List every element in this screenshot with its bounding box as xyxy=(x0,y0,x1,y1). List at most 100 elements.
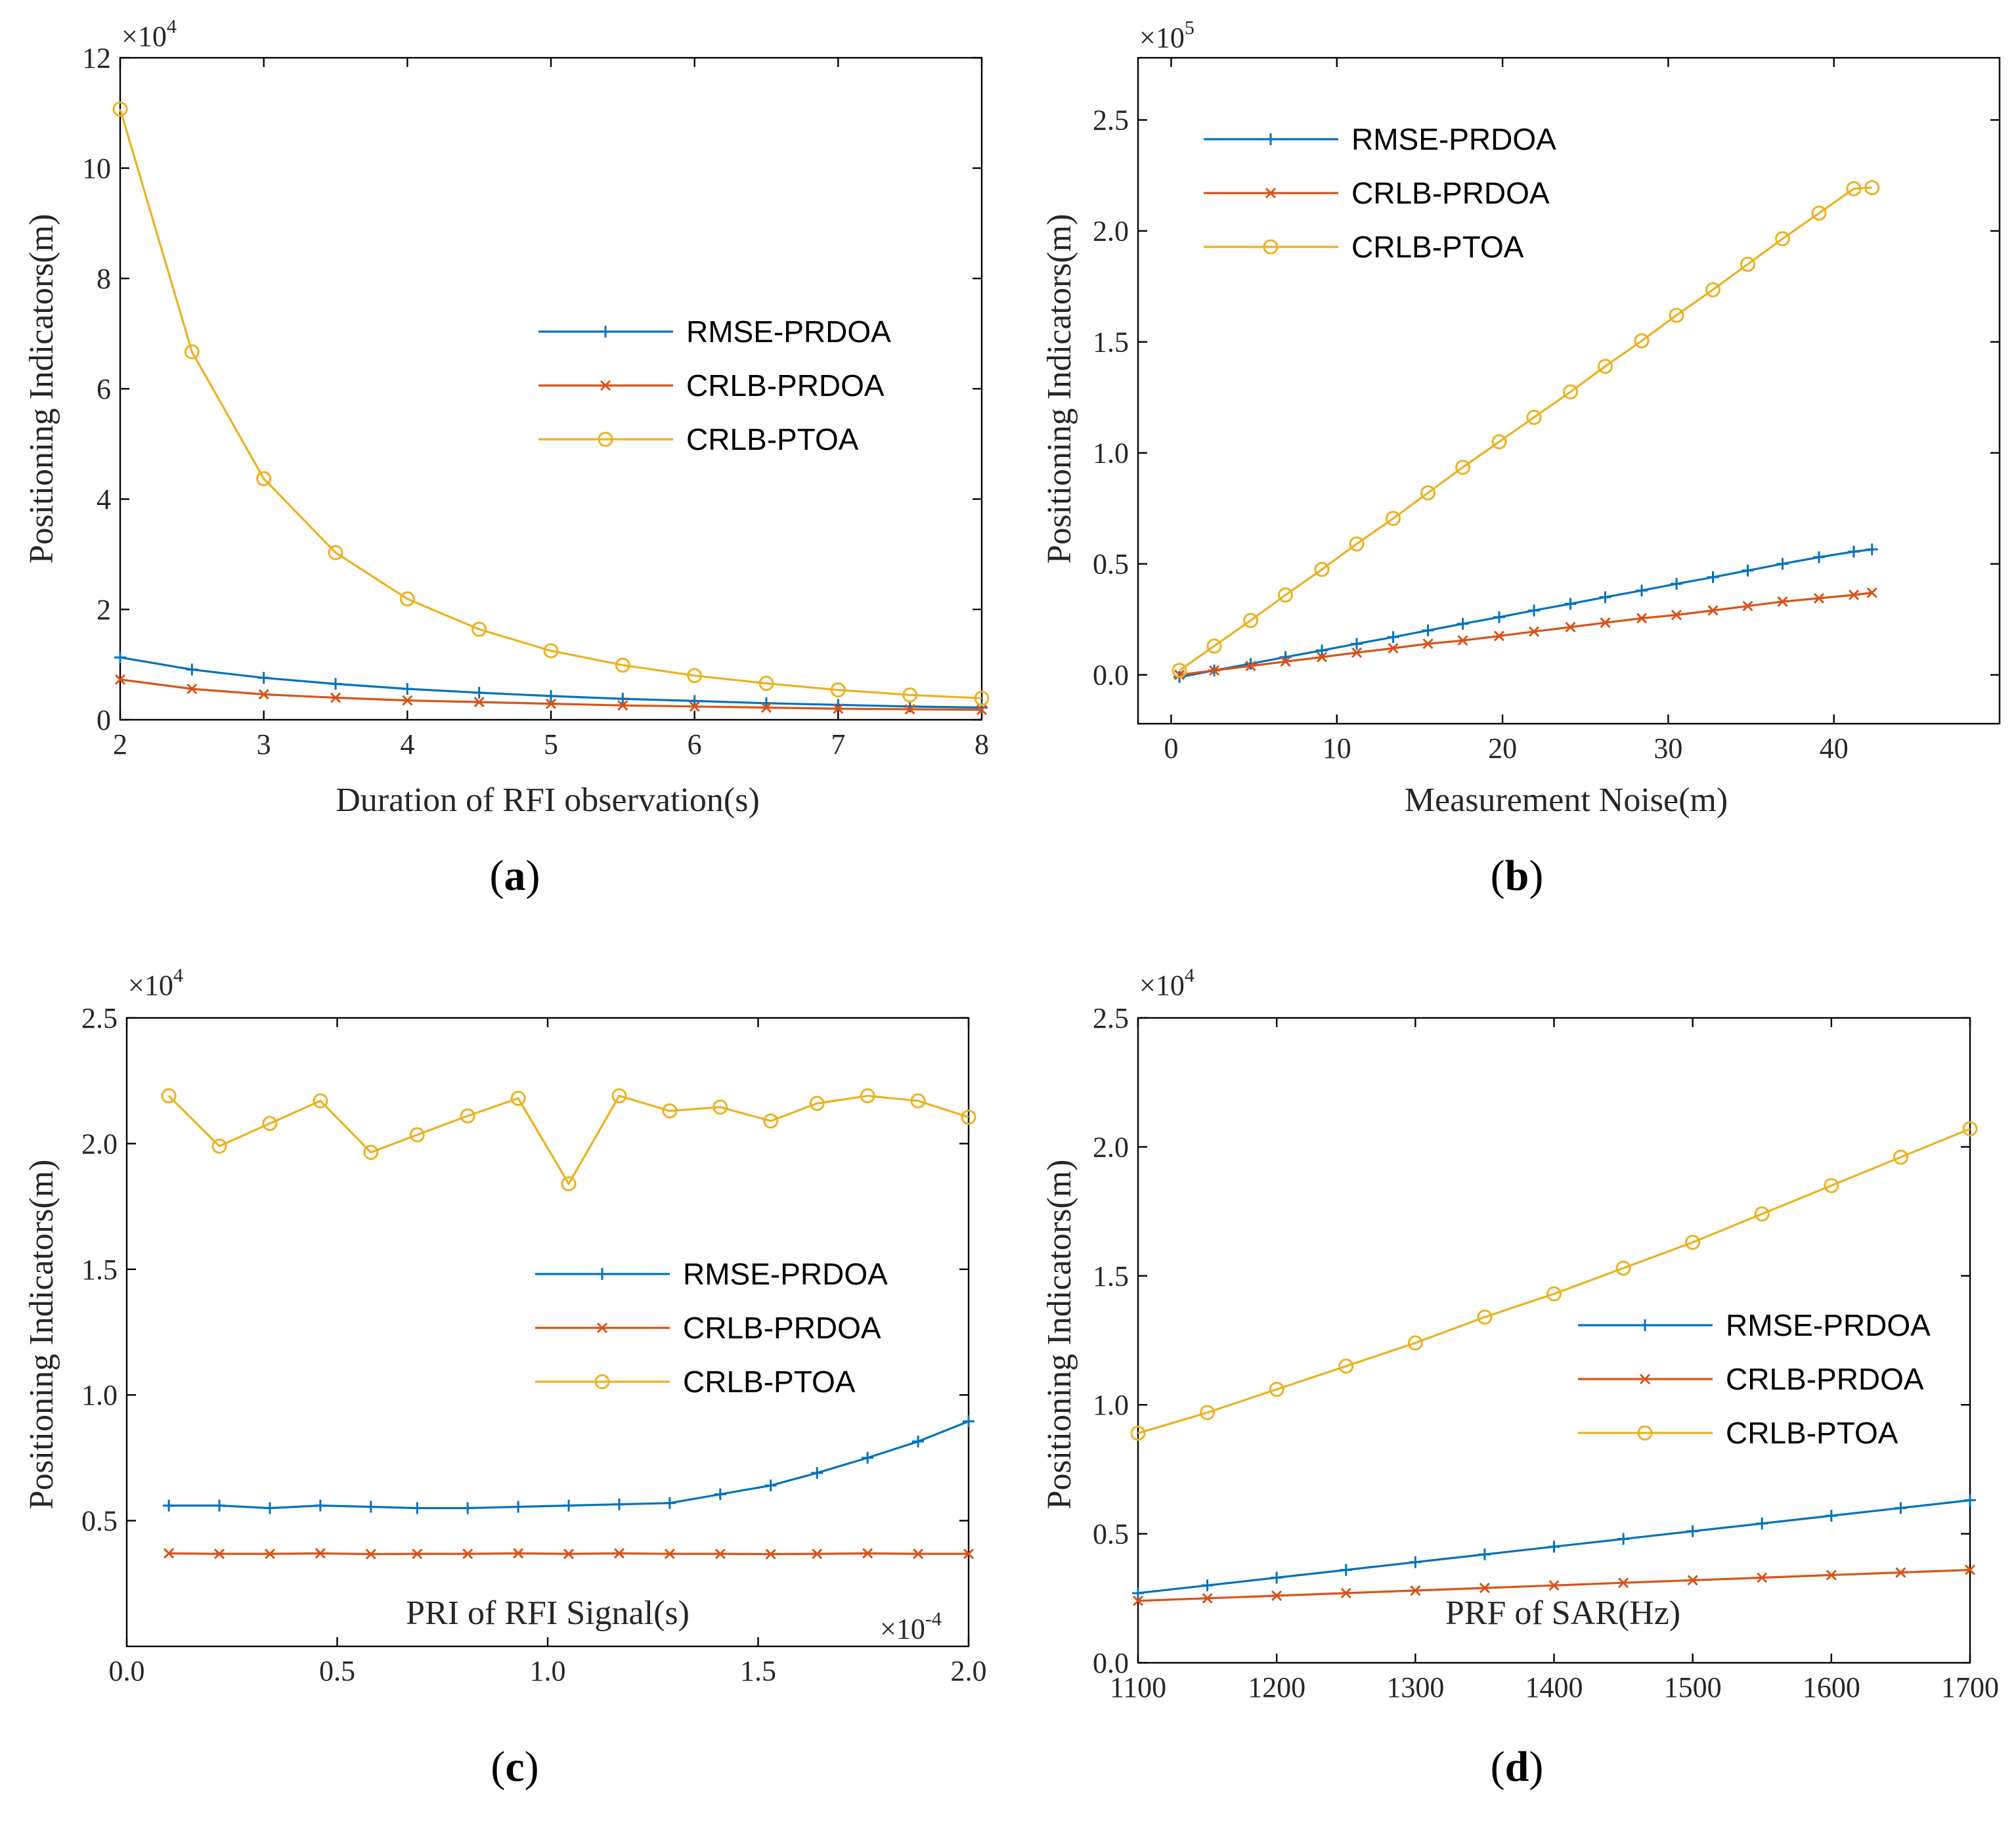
panel-c-legend-crlb-prdoa-marker xyxy=(596,1322,608,1334)
panel-a-y-tick-label: 0 xyxy=(97,704,111,736)
panel-b-series-rmse-prdoa-point xyxy=(1457,617,1469,630)
panel-c-label: (c) xyxy=(491,1743,538,1791)
panel-a-series-crlb-ptoa-point xyxy=(328,544,343,560)
panel-a-y-tick-label: 4 xyxy=(97,483,111,516)
panel-c-series-crlb-prdoa-point xyxy=(513,1548,524,1559)
panel-c-x-tick-label: 0.0 xyxy=(109,1655,145,1687)
panel-a-legend-crlb-prdoa-label: CRLB-PRDOA xyxy=(686,368,885,403)
panel-d-x-axis-title: PRF of SAR(Hz) xyxy=(1445,1594,1680,1632)
panel-b-series-rmse-prdoa-point xyxy=(1671,578,1682,590)
panel-b-series-crlb-ptoa-point xyxy=(1563,384,1579,400)
panel-c-series-rmse-prdoa-point xyxy=(314,1499,326,1512)
panel-d-series-crlb-ptoa-point xyxy=(1754,1206,1770,1222)
panel-c-series-rmse-prdoa-point xyxy=(811,1466,823,1479)
panel-d-series-crlb-ptoa-point xyxy=(1269,1382,1284,1397)
panel-a-series-rmse-prdoa-point xyxy=(186,663,198,676)
panel-c-series-crlb-prdoa-point xyxy=(412,1549,423,1560)
panel-c-series-rmse-prdoa-point xyxy=(462,1502,474,1514)
panel-c-series-crlb-prdoa-point xyxy=(765,1549,776,1560)
panel-a-series-crlb-ptoa-point xyxy=(471,621,487,637)
panel-b-series-rmse-prdoa-point xyxy=(1847,546,1860,558)
panel-b-series-rmse-prdoa-point xyxy=(1316,644,1328,657)
panel-d-series-rmse-prdoa-point xyxy=(1409,1556,1422,1568)
panel-b-series-crlb-ptoa-point xyxy=(1349,536,1365,552)
panel-a-label: (a) xyxy=(490,852,540,900)
panel-c-series-crlb-ptoa-point xyxy=(211,1138,227,1154)
panel-b-series-rmse-prdoa-point xyxy=(1387,631,1399,644)
panel-a-x-tick-label: 4 xyxy=(400,728,414,760)
panel-d-legend-crlb-ptoa-marker xyxy=(1637,1425,1653,1441)
panel-c-y-axis-title: Positioning Indicators(m) xyxy=(23,1160,60,1510)
panel-d-series-rmse-prdoa-point xyxy=(1825,1510,1837,1522)
panel-c-series-crlb-ptoa-point xyxy=(561,1176,577,1192)
panel-b-series-crlb-prdoa-point xyxy=(1422,638,1434,649)
panel-d-series-crlb-ptoa-point xyxy=(1824,1177,1839,1193)
panel-d-series-crlb-prdoa-point xyxy=(1895,1567,1906,1578)
panel-b-series-crlb-ptoa-point xyxy=(1526,410,1542,426)
panel-a-y-tick-label: 2 xyxy=(97,594,111,626)
panel-a-series-rmse-prdoa-point xyxy=(114,651,126,664)
panel-a-series-crlb-prdoa-point xyxy=(258,689,269,700)
panel-b-series-crlb-prdoa-point xyxy=(1866,587,1877,598)
panel-b-x-tick-label: 30 xyxy=(1654,732,1682,764)
panel-b-x-tick-label: 0 xyxy=(1164,732,1178,764)
panel-c-plot: 0.0 0.5 1.0 1.5 2.0 0.5 1.0 1.5 2.0 2.5 RMSE-PRDOA… xyxy=(81,1002,987,1687)
panel-c-series-rmse-prdoa-point xyxy=(613,1498,625,1510)
panel-a-series-crlb-prdoa-point xyxy=(976,704,988,715)
panel-b-y-axis-title: Positioning Indicators(m) xyxy=(1041,214,1078,564)
panel-d-y-tick-label: 1.0 xyxy=(1093,1389,1129,1421)
panel-b-series-crlb-prdoa-point xyxy=(1388,643,1399,654)
panel-b-series-rmse-prdoa-point xyxy=(1599,591,1611,604)
panel-c-series-crlb-prdoa-point xyxy=(862,1548,873,1559)
panel-d-series-crlb-prdoa-point xyxy=(1479,1583,1490,1594)
panel-a-series-crlb-prdoa-point xyxy=(689,701,700,712)
panel-d-y-axis-title: Positioning Indicators(m) xyxy=(1041,1160,1078,1510)
panel-b-x-tick-label: 40 xyxy=(1820,732,1849,764)
panel-d-legend-rmse-prdoa-label: RMSE-PRDOA xyxy=(1726,1308,1931,1342)
panel-b-legend-crlb-prdoa-label: CRLB-PRDOA xyxy=(1351,176,1550,210)
panel-a-series-crlb-prdoa-point xyxy=(114,674,126,685)
panel-d-series-crlb-prdoa-point xyxy=(1410,1585,1421,1596)
panel-b-y-multiplier: ×105 xyxy=(1139,17,1194,54)
panel-b-x-tick-label: 20 xyxy=(1488,732,1517,764)
panel-d-series-rmse-prdoa-point xyxy=(1756,1517,1768,1529)
panel-a-series-rmse-prdoa-point xyxy=(976,701,988,714)
panel-c-x-tick-label: 1.5 xyxy=(740,1655,776,1687)
panel-c-series-rmse-prdoa-point xyxy=(963,1415,975,1428)
panel-b-series-crlb-prdoa-point xyxy=(1174,669,1185,680)
panel-c-y-tick-label: 1.0 xyxy=(81,1379,118,1411)
panel-d-series-crlb-ptoa-point xyxy=(1893,1149,1908,1165)
panel-d-series-crlb-ptoa-point xyxy=(1407,1335,1423,1351)
panel-b-series-crlb-ptoa-point xyxy=(1864,180,1880,196)
panel-d-series-crlb-prdoa-point xyxy=(1132,1595,1144,1606)
panel-b-series-rmse-prdoa-point xyxy=(1244,657,1257,670)
panel-a-y-multiplier: ×104 xyxy=(121,16,177,53)
panel-b-series-crlb-prdoa-point xyxy=(1565,621,1576,633)
panel-b-series-rmse-prdoa-point xyxy=(1564,598,1577,610)
panel-b-legend-crlb-ptoa-label: CRLB-PTOA xyxy=(1351,230,1524,264)
panel-c-series-crlb-ptoa-point xyxy=(611,1088,627,1104)
panel-b-series-crlb-ptoa-point xyxy=(1386,510,1401,526)
panel-b-series-crlb-prdoa-point xyxy=(1457,635,1468,646)
panel-b-series-crlb-prdoa-point xyxy=(1528,626,1540,637)
panel-d-series-crlb-prdoa-point xyxy=(1964,1564,1976,1575)
panel-c-series-rmse-prdoa-point xyxy=(411,1502,424,1514)
panel-b-series-rmse-prdoa-point xyxy=(1493,611,1506,623)
panel-c: ×104 ×10-4 0.0 0.5 1.0 1.5 2.0 0.5 1.0 1.5 2.0 2.… xyxy=(23,965,987,1791)
panel-c-series-crlb-ptoa-point xyxy=(712,1099,728,1115)
panel-d-plot: 1100 1200 1300 1400 1500 1600 1700 0.0 0.5 1.0 1.5… xyxy=(1093,1002,1999,1703)
panel-d-series-crlb-prdoa-point xyxy=(1340,1587,1351,1599)
panel-a-x-tick-label: 6 xyxy=(688,728,702,760)
panel-b-series-crlb-ptoa-line xyxy=(1179,187,1872,672)
panel-a-series-crlb-ptoa-point xyxy=(543,643,559,659)
panel-d-x-tick-label: 1700 xyxy=(1941,1671,1999,1703)
panel-b-series-crlb-prdoa-point xyxy=(1245,661,1256,672)
panel-c-series-crlb-prdoa-point xyxy=(812,1549,823,1560)
panel-c-series-crlb-prdoa-point xyxy=(563,1549,575,1560)
panel-b-series-rmse-prdoa-point xyxy=(1351,638,1363,650)
panel-d-x-tick-label: 1100 xyxy=(1110,1671,1166,1703)
panel-d-series-rmse-prdoa-point xyxy=(1340,1564,1352,1576)
panel-a-series-rmse-prdoa-point xyxy=(257,672,270,684)
panel-a-series-crlb-ptoa-point xyxy=(615,657,630,673)
panel-b-series-crlb-prdoa-point xyxy=(1636,613,1648,624)
